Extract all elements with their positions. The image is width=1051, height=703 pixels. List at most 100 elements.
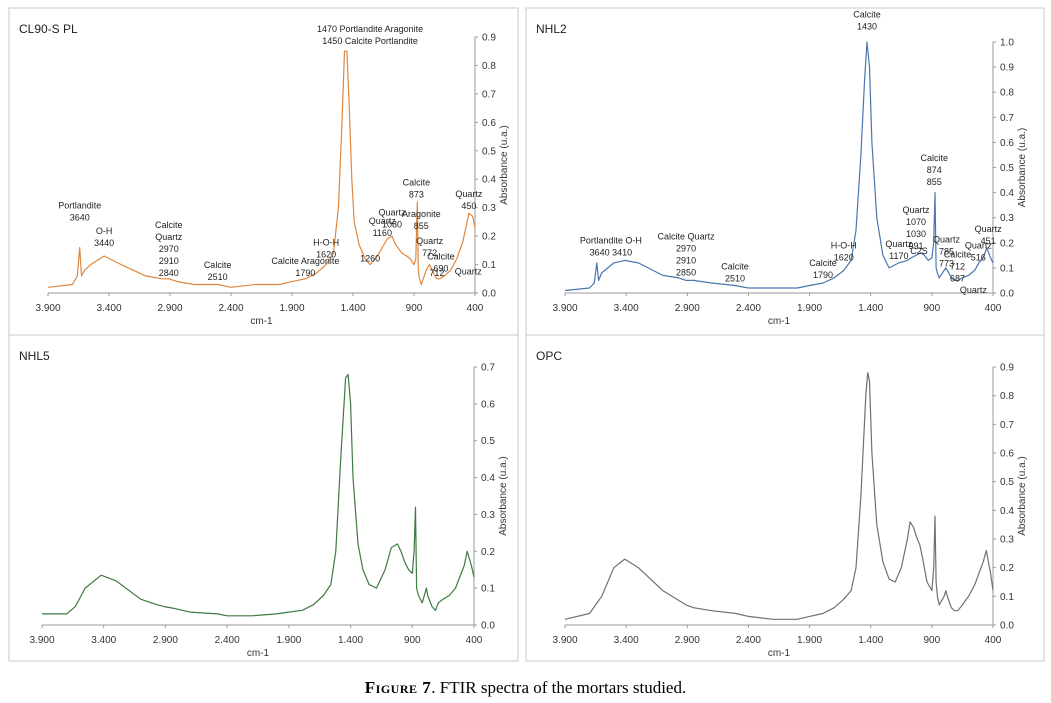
peak-annotation: Calcite Aragonite 1790: [271, 256, 339, 278]
peak-annotation: Quartz 1160: [369, 216, 397, 238]
x-axis-label: cm-1: [768, 648, 791, 659]
y-tick-label: 0.6: [1000, 449, 1014, 460]
y-tick-label: 0.7: [482, 89, 496, 100]
y-tick-label: 0.6: [1000, 138, 1014, 149]
y-tick-label: 0.4: [481, 473, 495, 484]
peak-annotation: Quartz 785 773: [933, 235, 961, 269]
x-tick-label: 3.400: [614, 303, 639, 314]
peak-annotation: Quartz 450: [455, 189, 483, 211]
y-tick-label: 0.9: [1000, 363, 1014, 374]
x-tick-label: 900: [924, 635, 941, 646]
y-tick-label: 0.5: [481, 436, 495, 447]
y-tick-label: 0.0: [1000, 621, 1014, 632]
x-tick-label: 2.400: [736, 635, 761, 646]
peak-annotation: Calcite 874 855: [921, 153, 949, 187]
peak-annotation: Quartz 1080: [379, 208, 407, 230]
peak-annotation: Calcite Quartz 2970 2910 2840: [155, 220, 183, 278]
peak-annotation: Portlandite 3640: [58, 200, 101, 222]
y-tick-label: 0.6: [482, 118, 496, 129]
peak-annotation: Calcite 1430: [853, 9, 881, 31]
x-tick-label: 1.900: [797, 303, 822, 314]
peak-annotation: C2S: [910, 246, 928, 256]
chart-title: NHL5: [19, 349, 50, 363]
panel-frame: [8, 7, 519, 336]
x-tick-label: 1.900: [279, 303, 304, 314]
peak-annotation: Quartz 1170: [885, 239, 913, 261]
y-tick-label: 0.0: [1000, 289, 1014, 300]
y-tick-label: 0.2: [1000, 563, 1014, 574]
y-tick-label: 0.9: [482, 33, 496, 44]
y-tick-label: 0.2: [1000, 238, 1014, 249]
peak-annotation: H-O-H 1620: [831, 240, 857, 262]
x-tick-label: 900: [924, 303, 941, 314]
chart-title: CL90-S PL: [19, 22, 78, 36]
peak-annotation: Quartz: [960, 285, 988, 295]
chart-panel-1: 3.900 3.400 2.900 2.400 1.900 1.400 900 400 0.0 0…: [8, 7, 519, 336]
y-tick-label: 0.8: [1000, 88, 1014, 99]
x-tick-label: 1.900: [276, 635, 301, 646]
peak-annotation: Quartz 1070 1030 991: [902, 205, 930, 251]
x-tick-label: 400: [985, 303, 1002, 314]
chart-panel-4: 3.900 3.400 2.900 2.400 1.900 1.400 900 400 0.0 0…: [525, 334, 1045, 662]
y-axis-label: Absorbance (u.a.): [1017, 128, 1028, 208]
x-tick-label: 900: [406, 303, 423, 314]
peak-annotation: Calcite 873: [403, 178, 431, 200]
x-tick-label: 3.900: [552, 635, 577, 646]
y-tick-label: 0.4: [1000, 506, 1014, 517]
x-axis-label: cm-1: [250, 316, 273, 327]
y-tick-label: 0.4: [482, 175, 496, 186]
peak-annotation: 712: [429, 268, 444, 278]
figure-caption: Figure 7. FTIR spectra of the mortars st…: [0, 678, 1051, 698]
y-tick-label: 0.3: [1000, 535, 1014, 546]
x-tick-label: 400: [467, 303, 484, 314]
y-tick-label: 0.2: [481, 547, 495, 558]
x-tick-label: 3.900: [552, 303, 577, 314]
x-tick-label: 400: [985, 635, 1002, 646]
y-tick-label: 0.0: [481, 621, 495, 632]
peak-annotation: Calcite Quartz 2970 2910 2850: [658, 231, 716, 277]
y-tick-label: 0.1: [1000, 592, 1014, 603]
x-tick-label: 1.900: [797, 635, 822, 646]
peak-annotation: Calcite 2510: [204, 260, 232, 282]
x-tick-label: 400: [466, 635, 483, 646]
y-tick-label: 0.9: [1000, 63, 1014, 74]
y-tick-label: 0.6: [481, 399, 495, 410]
x-tick-label: 3.900: [29, 635, 54, 646]
peak-annotation: Calcite 712 687: [944, 250, 972, 284]
x-tick-label: 2.900: [675, 303, 700, 314]
y-tick-label: 0.1: [482, 260, 496, 271]
peak-annotation: Quartz 451: [975, 224, 1003, 246]
x-tick-label: 2.900: [675, 635, 700, 646]
y-tick-label: 0.5: [1000, 163, 1014, 174]
y-tick-label: 0.2: [482, 232, 496, 243]
ftir-figure: 3.900 3.400 2.900 2.400 1.900 1.400 900 400 0.0 0…: [8, 7, 1045, 662]
panel-frame: [8, 334, 519, 662]
spectrum-line: [42, 373, 475, 617]
y-tick-label: 0.1: [481, 584, 495, 595]
y-axis-label: Absorbance (u.a.): [498, 456, 509, 536]
y-tick-label: 0.3: [1000, 213, 1014, 224]
y-tick-label: 0.8: [482, 61, 496, 72]
x-tick-label: 2.400: [218, 303, 243, 314]
y-tick-label: 0.8: [1000, 391, 1014, 402]
y-tick-label: 0.1: [1000, 263, 1014, 274]
chart-title: OPC: [536, 349, 562, 363]
x-tick-label: 3.900: [35, 303, 60, 314]
x-tick-label: 3.400: [614, 635, 639, 646]
spectrum-line: [564, 372, 994, 620]
peak-annotation: 1470 Portlandite Aragonite 1450 Calcite P…: [317, 24, 423, 46]
x-tick-label: 1.400: [340, 303, 365, 314]
spectrum-line: [564, 41, 994, 292]
peak-annotation: O-H 3440: [94, 226, 114, 248]
peak-annotation: Quartz: [455, 267, 483, 277]
y-tick-label: 0.5: [1000, 477, 1014, 488]
x-tick-label: 3.400: [96, 303, 121, 314]
x-tick-label: 1.400: [858, 303, 883, 314]
caption-text: . FTIR spectra of the mortars studied.: [431, 678, 687, 697]
y-tick-label: 0.3: [482, 203, 496, 214]
y-tick-label: 1.0: [1000, 38, 1014, 49]
y-tick-label: 0.7: [481, 363, 495, 374]
y-tick-label: 0.0: [482, 289, 496, 300]
peak-annotation: Aragonite 855: [402, 209, 441, 231]
x-tick-label: 3.400: [91, 635, 116, 646]
